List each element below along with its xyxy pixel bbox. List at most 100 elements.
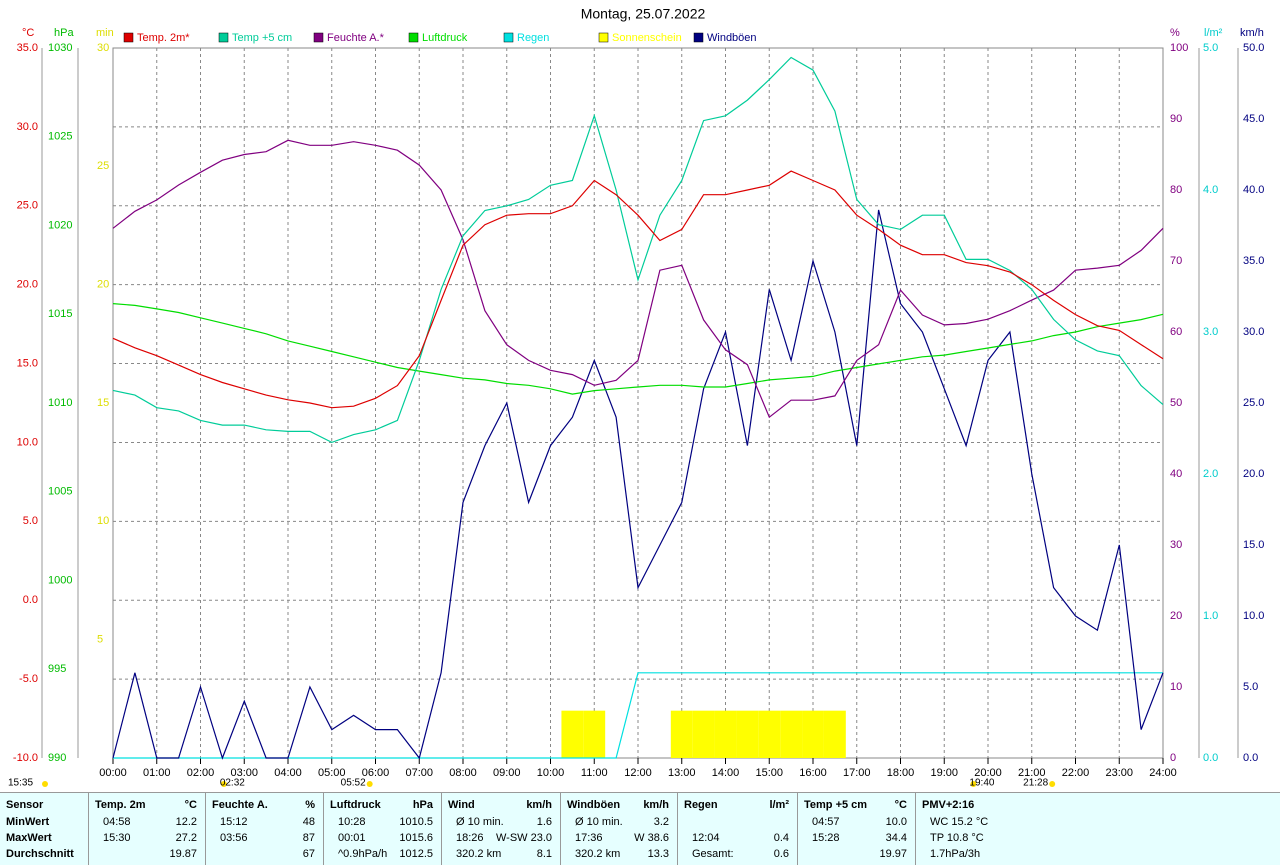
legend-label: Luftdruck <box>422 32 468 44</box>
cell-label: 18:26 <box>456 832 484 844</box>
legend-swatch <box>598 32 609 43</box>
stats-column: Windböen km/h Ø 10 min. 3.2 17:36 W 38.6 320.2… <box>560 793 677 865</box>
cell-value: 0.4 <box>773 832 789 844</box>
sunshine-bar <box>583 710 606 758</box>
cell-label: 04:58 <box>103 816 131 828</box>
sun-moon-label: 02:32 <box>220 778 245 789</box>
x-tick-label: 10:00 <box>537 767 565 779</box>
stats-row: 04:58 12.2 <box>95 814 197 830</box>
cell-value: W-SW 23.0 <box>495 832 552 844</box>
cell-value: 1.6 <box>536 816 552 828</box>
sun-icon <box>42 781 48 787</box>
cell-value: 1010.5 <box>399 816 433 828</box>
x-tick-label: 00:00 <box>99 767 127 779</box>
y-tick-label: 40 <box>1170 468 1182 480</box>
cell-label: 1.7hPa/3h <box>930 848 981 860</box>
cell-value: 3.2 <box>653 816 669 828</box>
column-unit: °C <box>894 799 907 811</box>
stats-header: Luftdruck hPa <box>330 797 433 813</box>
stats-row: 67 <box>212 846 315 862</box>
legend-swatch <box>503 32 514 43</box>
legend-label: Sonnenschein <box>612 32 682 44</box>
stats-row: 15:30 27.2 <box>95 830 197 846</box>
stats-row: ^0.9hPa/h 1012.5 <box>330 846 433 862</box>
y-tick-label: 15.0 <box>17 357 38 369</box>
column-unit: % <box>305 799 315 811</box>
y-tick-label: 30.0 <box>1243 326 1264 338</box>
y-tick-label: 30 <box>1170 539 1182 551</box>
cell-value: 10.0 <box>885 816 907 828</box>
cell-label: 04:57 <box>812 816 840 828</box>
sunshine-bar <box>780 710 803 758</box>
sunshine-bar <box>670 710 693 758</box>
stats-column: PMV+2:16 WC 15.2 °C TP 10.8 °C 1.7hPa/3h <box>915 793 1280 865</box>
y-tick-label: 70 <box>1170 255 1182 267</box>
page: Montag, 25.07.2022 15:35 °C -10.0 -5.0 0.0 5… <box>0 6 1280 865</box>
y-tick-label: 0.0 <box>23 594 38 606</box>
y-tick-label: 10 <box>1170 681 1182 693</box>
stats-row <box>684 814 789 830</box>
column-unit: hPa <box>412 799 433 811</box>
axis-unit: % <box>1170 27 1180 39</box>
corner-note: 15:35 <box>8 778 33 789</box>
stats-row: 320.2 km 13.3 <box>567 846 669 862</box>
cell-label: 15:12 <box>220 816 248 828</box>
x-tick-label: 01:00 <box>143 767 171 779</box>
y-tick-label: 60 <box>1170 326 1182 338</box>
stats-header: Temp. 2m °C <box>95 797 197 813</box>
sunshine-bar <box>736 710 759 758</box>
stats-table: Sensor MinWert MaxWert Durchschnitt Temp. 2m… <box>0 792 1280 865</box>
y-tick-label: 1020 <box>48 219 72 231</box>
sun-moon-label: 21:28 <box>1023 778 1048 789</box>
column-head: Luftdruck <box>330 799 381 811</box>
series-line <box>112 139 1164 419</box>
legend-label: Temp +5 cm <box>232 32 292 44</box>
chart: Montag, 25.07.2022 15:35 °C -10.0 -5.0 0.0 5… <box>8 6 1264 789</box>
y-tick-label: 20.0 <box>17 279 38 291</box>
axis-unit: min <box>96 27 114 39</box>
column-unit: km/h <box>643 799 669 811</box>
y-tick-label: 0.0 <box>1243 752 1258 764</box>
y-tick-label: 1015 <box>48 308 72 320</box>
cell-label: TP 10.8 °C <box>930 832 984 844</box>
x-tick-label: 03:00 <box>230 767 258 779</box>
stats-row: Sensor <box>6 797 80 813</box>
stats-row: 15:28 34.4 <box>804 830 907 846</box>
cell-value: 12.2 <box>175 816 197 828</box>
legend-label: Temp. 2m* <box>137 32 190 44</box>
legend-swatch <box>313 32 324 43</box>
stats-row: Ø 10 min. 1.6 <box>448 814 552 830</box>
sunshine-bar <box>561 710 584 758</box>
x-tick-label: 13:00 <box>668 767 696 779</box>
y-tick-label: 1025 <box>48 131 72 143</box>
x-tick-label: 12:00 <box>624 767 652 779</box>
y-tick-label: 10.0 <box>1243 610 1264 622</box>
stats-column: Wind km/h Ø 10 min. 1.6 18:26 W-SW 23.0 320.2 … <box>441 793 560 865</box>
x-tick-label: 22:00 <box>1062 767 1090 779</box>
cell-value: 27.2 <box>175 832 197 844</box>
y-tick-label: 30 <box>97 42 109 54</box>
y-tick-label: 25.0 <box>17 200 38 212</box>
x-tick-label: 06:00 <box>362 767 390 779</box>
sun-moon-marker <box>366 781 373 787</box>
stats-row: 12:04 0.4 <box>684 830 789 846</box>
stats-row: 19.97 <box>804 846 907 862</box>
x-tick-label: 23:00 <box>1105 767 1133 779</box>
stats-header: Regen l/m² <box>684 797 789 813</box>
y-tick-label: 1000 <box>48 574 72 586</box>
stats-row: 19.87 <box>95 846 197 862</box>
stats-row: WC 15.2 °C <box>922 814 1272 830</box>
cell-label: 320.2 km <box>575 848 621 860</box>
cell-label: ^0.9hPa/h <box>338 848 388 860</box>
sunshine-bar <box>692 710 715 758</box>
y-tick-label: 5 <box>97 634 103 646</box>
column-unit: l/m² <box>769 799 789 811</box>
column-head: Windböen <box>567 799 621 811</box>
axis-unit: km/h <box>1240 27 1264 39</box>
cell-value: 8.1 <box>536 848 552 860</box>
y-tick-label: 50.0 <box>1243 42 1264 54</box>
y-tick-label: 1030 <box>48 42 72 54</box>
cell-label: Ø 10 min. <box>456 816 504 828</box>
stats-row: TP 10.8 °C <box>922 830 1272 846</box>
sun-moon-label: 05:52 <box>341 778 366 789</box>
